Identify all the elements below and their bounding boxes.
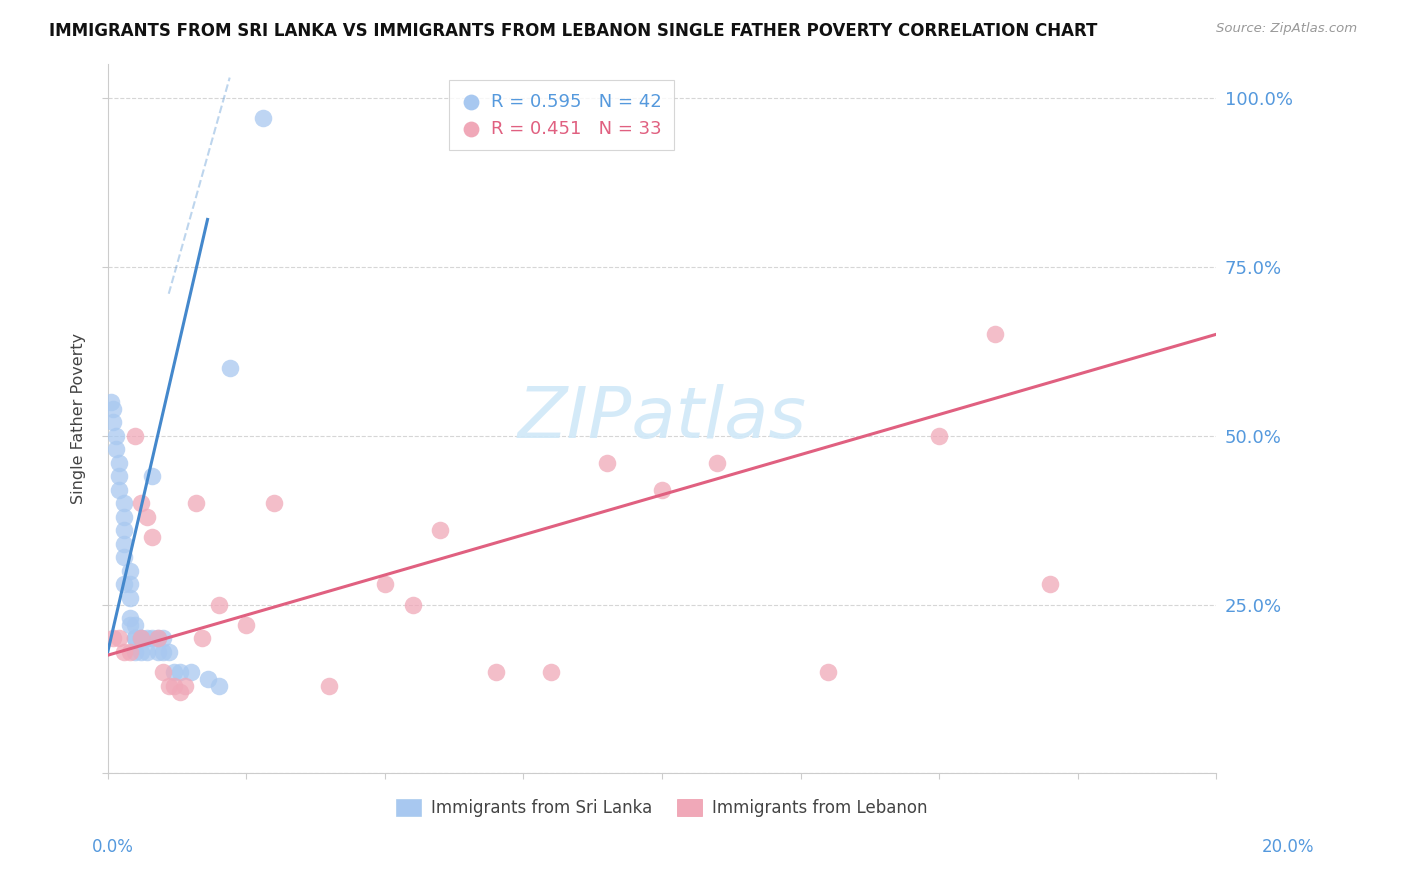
Point: [263, 496, 285, 510]
Point: [112, 523, 135, 537]
Point: [124, 645, 146, 659]
Point: [112, 577, 135, 591]
Point: [817, 665, 839, 679]
Point: [174, 679, 197, 693]
Point: [129, 645, 152, 659]
Point: [146, 632, 169, 646]
Point: [595, 456, 617, 470]
Point: [169, 665, 191, 679]
Point: [163, 679, 186, 693]
Point: [129, 632, 152, 646]
Point: [129, 632, 152, 646]
Point: [141, 469, 163, 483]
Point: [146, 632, 169, 646]
Point: [235, 617, 257, 632]
Text: Source: ZipAtlas.com: Source: ZipAtlas.com: [1216, 22, 1357, 36]
Point: [108, 469, 131, 483]
Point: [169, 685, 191, 699]
Text: 20.0%: 20.0%: [1263, 838, 1315, 856]
Point: [129, 632, 152, 646]
Point: [152, 645, 174, 659]
Point: [186, 496, 208, 510]
Point: [135, 645, 157, 659]
Point: [112, 537, 135, 551]
Point: [112, 550, 135, 565]
Point: [124, 632, 146, 646]
Point: [124, 632, 146, 646]
Point: [124, 428, 146, 442]
Point: [180, 665, 202, 679]
Point: [118, 591, 141, 605]
Point: [103, 632, 125, 646]
Point: [252, 111, 274, 125]
Point: [157, 679, 180, 693]
Point: [318, 679, 340, 693]
Point: [157, 645, 180, 659]
Point: [152, 632, 174, 646]
Point: [112, 509, 135, 524]
Point: [191, 632, 214, 646]
Point: [103, 415, 125, 429]
Point: [105, 428, 128, 442]
Point: [983, 327, 1005, 342]
Text: IMMIGRANTS FROM SRI LANKA VS IMMIGRANTS FROM LEBANON SINGLE FATHER POVERTY CORRE: IMMIGRANTS FROM SRI LANKA VS IMMIGRANTS …: [49, 22, 1098, 40]
Point: [141, 530, 163, 544]
Point: [135, 632, 157, 646]
Point: [152, 665, 174, 679]
Point: [706, 456, 728, 470]
Point: [928, 428, 950, 442]
Text: ZIPatlas: ZIPatlas: [517, 384, 807, 453]
Point: [429, 523, 451, 537]
Point: [540, 665, 562, 679]
Point: [651, 483, 673, 497]
Point: [374, 577, 396, 591]
Point: [100, 395, 122, 409]
Point: [485, 665, 508, 679]
Point: [401, 598, 423, 612]
Y-axis label: Single Father Poverty: Single Father Poverty: [72, 334, 86, 504]
Point: [146, 645, 169, 659]
Point: [141, 632, 163, 646]
Point: [218, 361, 240, 376]
Point: [207, 679, 229, 693]
Point: [135, 509, 157, 524]
Point: [197, 672, 219, 686]
Point: [105, 442, 128, 457]
Point: [124, 617, 146, 632]
Point: [112, 645, 135, 659]
Point: [163, 665, 186, 679]
Point: [118, 645, 141, 659]
Point: [118, 564, 141, 578]
Text: 0.0%: 0.0%: [91, 838, 134, 856]
Point: [108, 632, 131, 646]
Point: [118, 611, 141, 625]
Point: [1039, 577, 1062, 591]
Point: [108, 456, 131, 470]
Point: [108, 483, 131, 497]
Point: [118, 617, 141, 632]
Point: [207, 598, 229, 612]
Point: [129, 496, 152, 510]
Legend: Immigrants from Sri Lanka, Immigrants from Lebanon: Immigrants from Sri Lanka, Immigrants fr…: [388, 790, 936, 825]
Point: [103, 401, 125, 416]
Point: [118, 577, 141, 591]
Point: [112, 496, 135, 510]
